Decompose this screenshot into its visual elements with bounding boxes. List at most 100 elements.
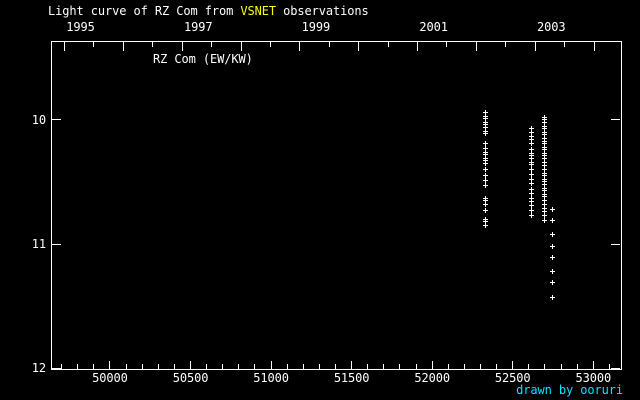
- year-tick: [64, 42, 66, 51]
- year-tick: [593, 42, 595, 51]
- midyear-tick: [210, 42, 212, 47]
- data-point-marker: [528, 129, 534, 135]
- data-point-marker: [528, 180, 534, 186]
- data-point-marker: [541, 212, 547, 218]
- year-label: 1999: [301, 20, 331, 34]
- x-major-tick: [431, 361, 433, 369]
- x-minor-tick: [608, 364, 610, 369]
- data-point-marker: [549, 206, 555, 212]
- data-point-marker: [541, 147, 547, 153]
- data-point-marker: [482, 146, 488, 151]
- data-point-marker: [541, 132, 547, 138]
- data-point-marker: [541, 217, 547, 223]
- data-point-marker: [528, 155, 534, 161]
- data-point-marker: [482, 167, 488, 173]
- data-point-marker: [482, 160, 488, 166]
- data-point-marker: [528, 186, 534, 192]
- x-minor-tick: [576, 364, 578, 369]
- x-minor-tick: [496, 364, 498, 369]
- y-tick-right: [611, 367, 620, 369]
- x-minor-tick: [318, 364, 320, 369]
- data-point-marker: [549, 268, 555, 274]
- midyear-tick: [93, 42, 95, 47]
- data-point-marker: [482, 131, 488, 137]
- midyear-tick: [151, 42, 153, 47]
- year-label: 1995: [66, 20, 95, 34]
- data-point-marker: [541, 159, 547, 165]
- data-point-marker: [549, 279, 555, 285]
- x-minor-tick: [447, 364, 449, 369]
- year-tick: [122, 42, 124, 51]
- midyear-tick: [328, 42, 330, 47]
- y-tick-left: [52, 243, 61, 245]
- x-minor-tick: [222, 364, 224, 369]
- year-tick: [475, 42, 477, 51]
- x-major-tick: [270, 361, 272, 369]
- y-tick-right: [611, 243, 620, 245]
- data-point-marker: [541, 163, 547, 169]
- data-point-marker: [482, 173, 488, 179]
- data-point-marker: [528, 203, 534, 209]
- data-point-marker: [528, 199, 534, 205]
- x-minor-tick: [560, 364, 562, 369]
- series-label: RZ Com (EW/KW): [153, 52, 253, 66]
- year-tick: [358, 42, 360, 51]
- x-minor-tick: [125, 364, 127, 369]
- x-minor-tick: [480, 364, 481, 369]
- data-point-marker: [541, 194, 547, 200]
- data-point-marker: [482, 124, 488, 130]
- data-point-marker: [528, 137, 534, 143]
- data-point-marker: [482, 183, 488, 189]
- data-point-marker: [528, 141, 534, 147]
- data-point-marker: [541, 173, 547, 179]
- x-minor-tick: [415, 364, 417, 369]
- data-point-marker: [528, 190, 534, 196]
- data-point-marker: [541, 119, 547, 125]
- y-tick-left: [52, 367, 61, 369]
- x-major-tick: [190, 361, 192, 369]
- x-minor-tick: [254, 364, 256, 369]
- year-tick: [181, 42, 183, 51]
- data-point-marker: [482, 222, 488, 228]
- data-point-marker: [541, 181, 547, 187]
- y-tick-label: 10: [31, 112, 46, 127]
- x-tick-label: 52000: [414, 371, 450, 385]
- data-point-marker: [528, 162, 534, 168]
- year-tick: [299, 42, 301, 51]
- plot-area-border: [51, 41, 622, 370]
- year-tick: [534, 42, 536, 51]
- data-point-marker: [528, 195, 534, 201]
- data-point-marker: [541, 201, 547, 207]
- data-point-marker: [528, 133, 534, 139]
- x-tick-label: 50000: [92, 371, 128, 385]
- data-point-marker: [482, 198, 488, 204]
- data-point-marker: [549, 255, 555, 261]
- data-point-marker: [482, 219, 488, 225]
- chart-title-part3: observations: [276, 4, 369, 18]
- data-point-marker: [482, 152, 488, 158]
- data-point-marker: [528, 177, 534, 183]
- x-tick-label: 52500: [494, 371, 531, 385]
- credit-text: drawn by ooruri: [516, 383, 623, 397]
- x-minor-tick: [302, 364, 304, 369]
- data-point-marker: [549, 243, 555, 249]
- x-minor-tick: [383, 364, 385, 369]
- data-point-marker: [541, 198, 547, 204]
- year-label: 2001: [419, 20, 448, 34]
- data-point-marker: [482, 110, 488, 116]
- x-minor-tick: [528, 364, 530, 369]
- year-label: 1997: [184, 20, 213, 34]
- x-minor-tick: [93, 364, 95, 369]
- data-point-marker: [482, 178, 488, 184]
- data-point-marker: [541, 167, 547, 173]
- midyear-tick: [387, 42, 389, 47]
- year-label: 2003: [537, 20, 566, 34]
- x-major-tick: [512, 361, 514, 369]
- x-minor-tick: [238, 364, 240, 369]
- x-minor-tick: [367, 364, 369, 369]
- data-point-marker: [541, 126, 547, 132]
- data-point-marker: [482, 208, 488, 214]
- x-minor-tick: [463, 364, 465, 369]
- y-tick-right: [611, 119, 620, 121]
